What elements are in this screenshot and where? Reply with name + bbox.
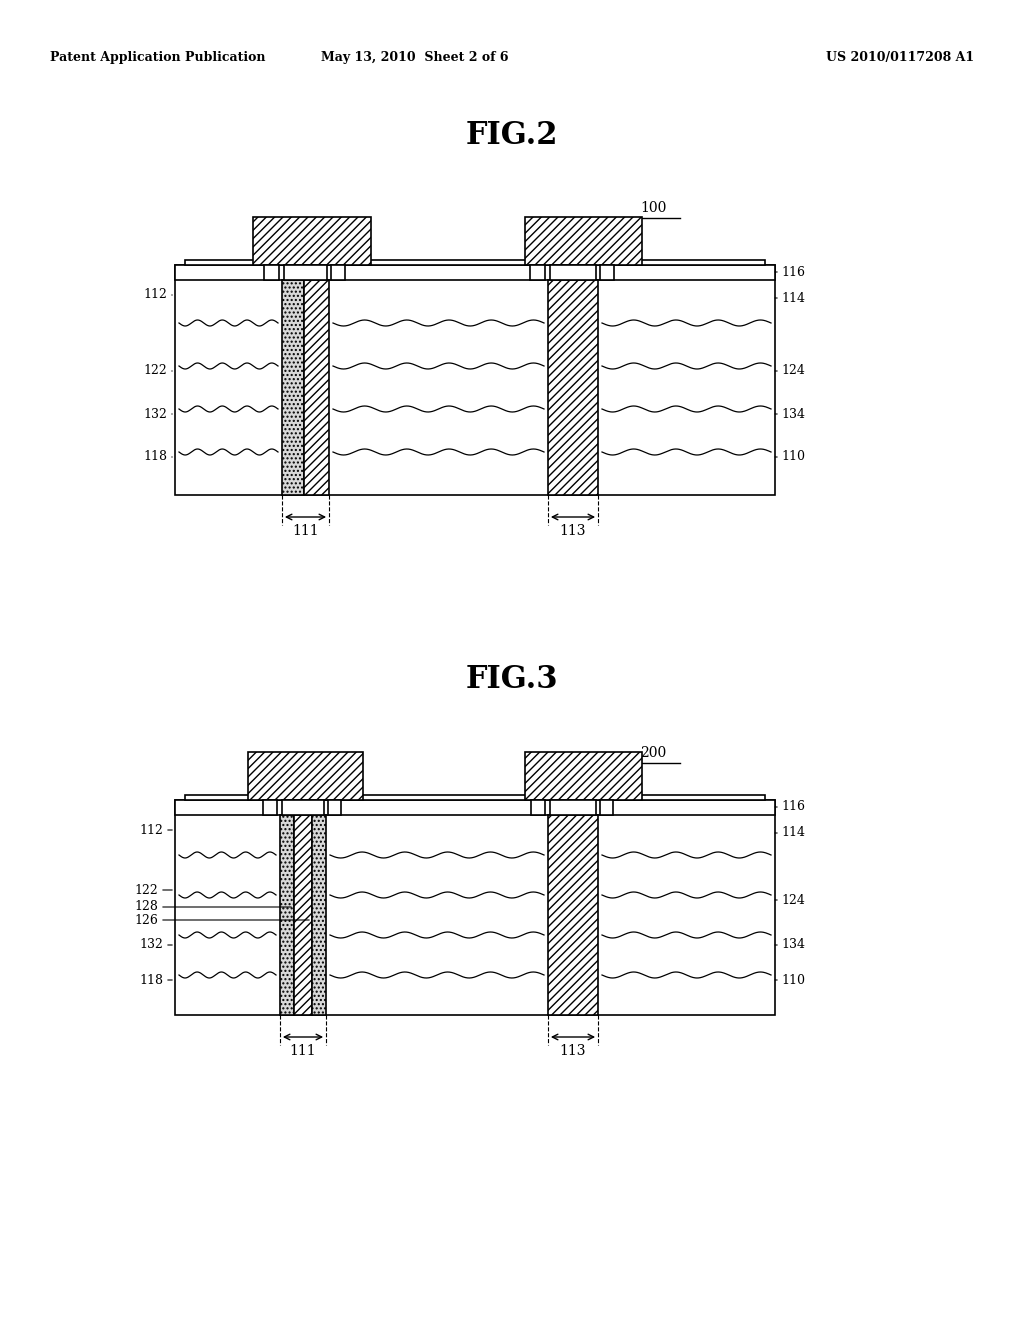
- Text: 113: 113: [560, 1044, 587, 1059]
- Bar: [175, 800, 775, 1015]
- Bar: [304, 280, 329, 495]
- Text: 118: 118: [139, 974, 163, 986]
- Bar: [264, 265, 279, 280]
- Bar: [248, 752, 362, 800]
- Bar: [280, 814, 294, 1015]
- Text: FIG.2: FIG.2: [466, 120, 558, 150]
- Text: 116: 116: [781, 265, 805, 279]
- Text: 112: 112: [139, 824, 163, 837]
- Text: 112: 112: [143, 289, 167, 301]
- Bar: [331, 265, 345, 280]
- Bar: [531, 800, 545, 814]
- Text: 128: 128: [134, 900, 158, 913]
- Text: 200: 200: [640, 746, 667, 760]
- Text: 111: 111: [290, 1044, 316, 1059]
- Bar: [312, 814, 326, 1015]
- Text: 114: 114: [781, 826, 805, 840]
- Text: 114: 114: [781, 292, 805, 305]
- Text: 134: 134: [781, 939, 805, 952]
- Text: 124: 124: [781, 364, 805, 378]
- Bar: [175, 800, 775, 814]
- Bar: [600, 800, 613, 814]
- Bar: [294, 814, 312, 1015]
- Bar: [548, 280, 598, 495]
- Bar: [263, 800, 278, 814]
- Bar: [175, 265, 775, 495]
- Text: 122: 122: [134, 883, 158, 896]
- Text: 113: 113: [560, 524, 587, 539]
- Bar: [284, 265, 327, 280]
- Text: 110: 110: [781, 974, 805, 986]
- Text: 122: 122: [143, 364, 167, 378]
- Bar: [548, 814, 598, 1015]
- Text: FIG.3: FIG.3: [466, 664, 558, 696]
- Bar: [253, 216, 371, 265]
- Text: 124: 124: [781, 894, 805, 907]
- Bar: [525, 216, 642, 265]
- Bar: [282, 800, 324, 814]
- Bar: [185, 795, 765, 800]
- Text: 132: 132: [143, 408, 167, 421]
- Bar: [525, 752, 642, 800]
- Bar: [530, 265, 545, 280]
- Bar: [600, 265, 614, 280]
- Bar: [550, 800, 596, 814]
- Text: US 2010/0117208 A1: US 2010/0117208 A1: [826, 51, 974, 65]
- Bar: [185, 260, 765, 265]
- Text: May 13, 2010  Sheet 2 of 6: May 13, 2010 Sheet 2 of 6: [322, 51, 509, 65]
- Text: 110: 110: [781, 450, 805, 463]
- Bar: [282, 280, 304, 495]
- Text: 100: 100: [640, 201, 667, 215]
- Text: 126: 126: [134, 913, 158, 927]
- Text: 134: 134: [781, 408, 805, 421]
- Bar: [550, 265, 596, 280]
- Text: Patent Application Publication: Patent Application Publication: [50, 51, 265, 65]
- Bar: [175, 265, 775, 280]
- Text: 111: 111: [292, 524, 318, 539]
- Bar: [328, 800, 341, 814]
- Text: 116: 116: [781, 800, 805, 813]
- Text: 118: 118: [143, 450, 167, 463]
- Text: 132: 132: [139, 939, 163, 952]
